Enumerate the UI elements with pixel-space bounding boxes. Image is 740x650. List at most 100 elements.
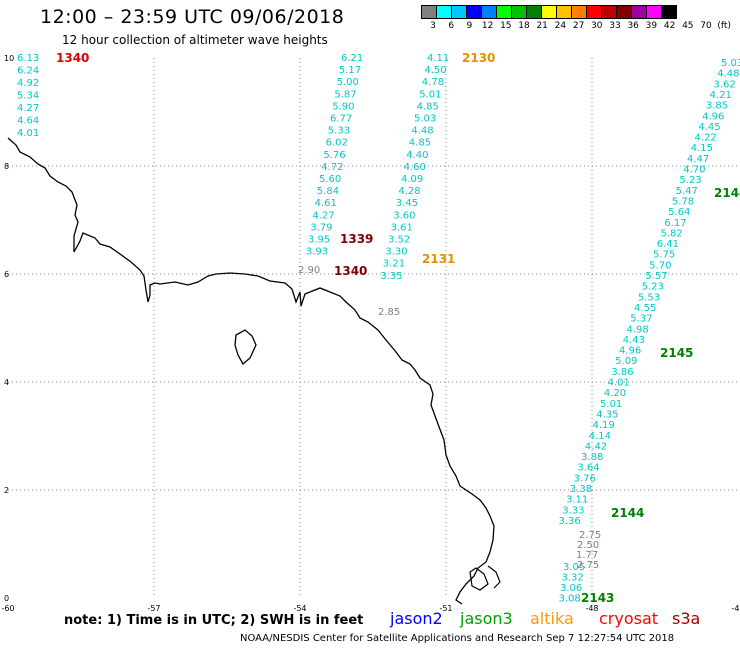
x-tick-label: -51 bbox=[439, 604, 452, 613]
wave-height-value: 4.92 bbox=[17, 78, 39, 89]
scale-label: 27 bbox=[572, 21, 585, 31]
y-tick-label: 2 bbox=[4, 486, 9, 495]
wave-height-value: 4.09 bbox=[401, 174, 423, 185]
wave-height-value: 5.70 bbox=[649, 260, 671, 271]
chart-title: 12:00 – 23:59 UTC 09/06/2018 bbox=[40, 6, 345, 28]
x-tick-label: -60 bbox=[1, 604, 14, 613]
y-tick-label: 6 bbox=[4, 270, 9, 279]
wave-height-value: 5.64 bbox=[668, 207, 690, 218]
x-tick-label: -48 bbox=[585, 604, 598, 613]
scale-label: 12 bbox=[481, 21, 494, 31]
wave-height-value: 5.03 bbox=[721, 58, 740, 69]
wave-height-value: 5.82 bbox=[661, 228, 683, 239]
scale-label: 45 bbox=[682, 21, 694, 31]
wave-height-value: 4.78 bbox=[422, 77, 444, 88]
wave-height-value: 3.11 bbox=[566, 495, 588, 506]
coastline bbox=[7, 137, 495, 605]
legend-jason3: jason3 bbox=[460, 609, 513, 628]
wave-height-value: 3.64 bbox=[577, 463, 599, 474]
wave-height-value: 4.70 bbox=[683, 165, 705, 176]
wave-height-value: 5.76 bbox=[323, 150, 345, 161]
wave-height-value: 3.32 bbox=[562, 573, 584, 584]
wave-height-value: 3.93 bbox=[306, 247, 328, 258]
scale-label: 18 bbox=[518, 21, 530, 31]
pass-time-label: 1340 bbox=[56, 51, 89, 65]
wave-height-value: 4.61 bbox=[315, 198, 337, 209]
wave-height-value: 4.27 bbox=[17, 103, 39, 114]
wave-height-value: 5.87 bbox=[334, 89, 356, 100]
scale-label: 39 bbox=[645, 21, 658, 31]
wave-height-value: 5.53 bbox=[638, 292, 660, 303]
wave-height-value: 5.78 bbox=[672, 196, 694, 207]
wave-height-value: 4.60 bbox=[404, 162, 426, 173]
wave-height-value: 1.77 bbox=[576, 550, 598, 561]
wave-height-value: 5.60 bbox=[319, 174, 341, 185]
wave-height-value: 4.28 bbox=[398, 186, 420, 197]
wave-height-value: 3.86 bbox=[611, 367, 633, 378]
wave-height-value: 2.75 bbox=[577, 560, 599, 571]
wave-height-value: 4.55 bbox=[634, 303, 656, 314]
wave-height-value: 4.27 bbox=[312, 210, 334, 221]
wave-height-value: 2.50 bbox=[577, 540, 599, 551]
wave-height-value: 3.60 bbox=[393, 210, 415, 221]
wave-height-value: 4.01 bbox=[17, 128, 39, 139]
wave-height-value: 3.35 bbox=[380, 271, 402, 282]
scale-label: (ft) bbox=[717, 21, 731, 31]
wave-height-value: 4.19 bbox=[592, 420, 614, 431]
wave-height-value: 4.14 bbox=[589, 431, 611, 442]
x-tick-label: -45 bbox=[731, 604, 740, 613]
legend-s3a: s3a bbox=[672, 609, 701, 628]
wave-height-value: 4.98 bbox=[627, 324, 649, 335]
wave-height-value: 2.90 bbox=[298, 265, 320, 276]
wave-height-value: 5.09 bbox=[615, 356, 637, 367]
scale-label: 36 bbox=[627, 21, 639, 31]
wave-height-value: 4.96 bbox=[619, 346, 641, 357]
y-tick-label: 4 bbox=[4, 378, 9, 387]
wave-height-value: 4.72 bbox=[321, 162, 343, 173]
scale-label: 30 bbox=[591, 21, 603, 31]
wave-height-value: 4.96 bbox=[702, 111, 724, 122]
legend-jason2: jason2 bbox=[390, 609, 443, 628]
wave-height-value: 4.48 bbox=[411, 126, 433, 137]
wave-height-value: 4.64 bbox=[17, 116, 39, 127]
scale-label: 9 bbox=[466, 21, 473, 31]
coast-detail bbox=[487, 565, 501, 589]
color-scale bbox=[421, 5, 677, 19]
wave-height-value: 3.05 bbox=[563, 562, 585, 573]
wave-height-value: 5.37 bbox=[630, 314, 652, 325]
wave-height-value: 6.13 bbox=[17, 53, 39, 64]
wave-height-value: 4.35 bbox=[596, 409, 618, 420]
wave-height-value: 3.38 bbox=[570, 484, 592, 495]
wave-height-value: 5.23 bbox=[679, 175, 701, 186]
wave-height-value: 5.34 bbox=[17, 91, 39, 102]
wave-height-value: 3.95 bbox=[308, 235, 330, 246]
note-text: note: 1) Time is in UTC; 2) SWH is in fe… bbox=[64, 613, 364, 628]
pass-time-label: 2143 bbox=[581, 591, 614, 605]
pass-time-label: 1339 bbox=[340, 232, 373, 246]
wave-height-value: 3.76 bbox=[574, 473, 596, 484]
island-outline bbox=[234, 329, 257, 366]
pass-time-label: 1340 bbox=[334, 264, 367, 278]
y-tick-label: 8 bbox=[4, 162, 9, 171]
wave-height-value: 4.15 bbox=[691, 143, 713, 154]
x-tick-label: -57 bbox=[147, 604, 160, 613]
pass-time-label: 2145 bbox=[660, 346, 693, 360]
wave-height-value: 4.47 bbox=[687, 154, 709, 165]
y-tick-label: 10 bbox=[4, 54, 14, 63]
wave-height-value: 5.01 bbox=[600, 399, 622, 410]
wave-height-value: 4.20 bbox=[604, 388, 626, 399]
wave-height-value: 5.90 bbox=[332, 101, 354, 112]
wave-height-value: 5.33 bbox=[328, 126, 350, 137]
wave-height-value: 4.21 bbox=[710, 90, 732, 101]
coast-detail bbox=[469, 567, 489, 591]
pass-time-label: 2144 bbox=[611, 506, 644, 520]
wave-height-value: 5.84 bbox=[317, 186, 339, 197]
wave-height-value: 5.17 bbox=[339, 65, 361, 76]
pass-time-label: 2130 bbox=[462, 51, 495, 65]
wave-height-value: 2.85 bbox=[378, 307, 400, 318]
wave-height-value: 5.23 bbox=[642, 282, 664, 293]
scale-label: 70 bbox=[700, 21, 712, 31]
pass-time-label: 2131 bbox=[422, 252, 455, 266]
wave-height-value: 6.21 bbox=[341, 53, 363, 64]
scale-label: 33 bbox=[609, 21, 621, 31]
